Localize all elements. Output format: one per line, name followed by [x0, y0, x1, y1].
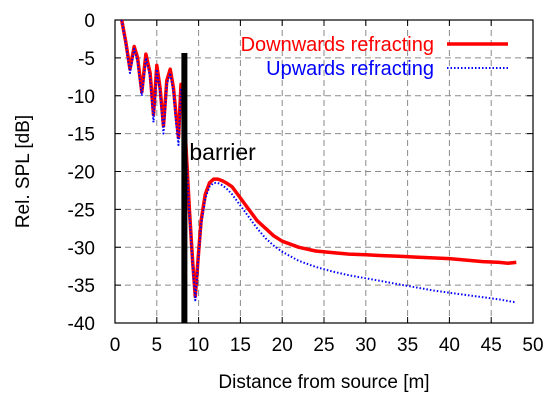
x-tick-label: 40	[439, 335, 460, 356]
y-tick-label: -5	[78, 49, 95, 70]
x-tick-label: 50	[522, 335, 543, 356]
x-tick-label: 5	[152, 335, 163, 356]
tick-marks	[114, 19, 534, 324]
y-tick-label: -10	[68, 87, 95, 108]
y-tick-label: -15	[68, 125, 95, 146]
x-tick-label: 0	[110, 335, 121, 356]
legend: Downwards refracting Upwards refracting	[241, 34, 508, 80]
y-tick-label: -30	[68, 238, 95, 259]
x-tick-label: 45	[481, 335, 502, 356]
x-tick-label: 35	[397, 335, 418, 356]
x-tick-label: 20	[272, 335, 293, 356]
series-line-upwards	[120, 19, 517, 304]
x-tick-label: 15	[230, 335, 251, 356]
y-axis-title: Rel. SPL [dB]	[13, 115, 34, 228]
legend-label-upwards: Upwards refracting	[266, 58, 434, 80]
y-tick-label: -40	[68, 314, 95, 335]
x-tick-label: 30	[355, 335, 376, 356]
y-tick-labels: 0 -5 -10 -15 -20 -25 -30 -35 -40	[68, 11, 95, 335]
y-tick-label: -20	[68, 163, 95, 184]
grid-lines	[115, 20, 533, 323]
y-tick-label: -35	[68, 276, 95, 297]
barrier-label: barrier	[189, 139, 256, 165]
x-axis-title: Distance from source [m]	[218, 372, 429, 393]
y-tick-label: -25	[68, 200, 95, 221]
series-layer	[119, 19, 517, 304]
x-tick-label: 25	[313, 335, 334, 356]
y-tick-label: 0	[84, 11, 95, 32]
x-tick-label: 10	[188, 335, 209, 356]
x-tick-labels: 0 5 10 15 20 25 30 35 40 45 50	[110, 335, 544, 356]
legend-label-downwards: Downwards refracting	[241, 34, 434, 56]
